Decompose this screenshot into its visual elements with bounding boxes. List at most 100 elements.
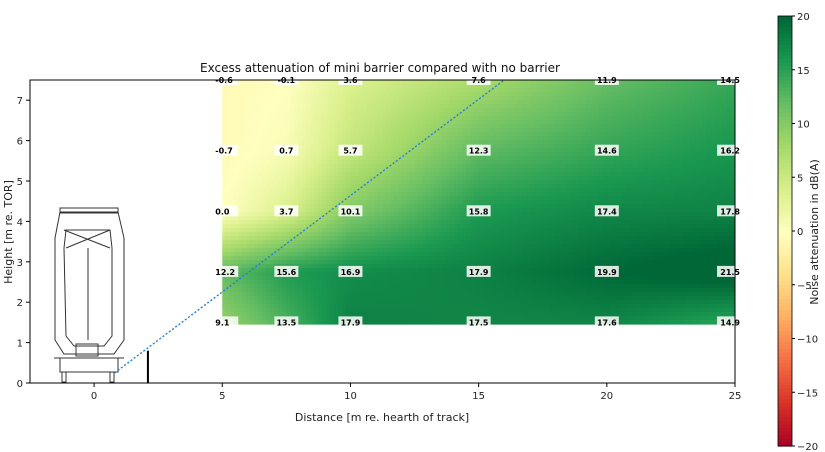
heatmap-cell [502, 144, 507, 149]
heatmap-cell [486, 184, 491, 189]
heatmap-cell [366, 232, 371, 237]
heatmap-cell [318, 244, 323, 249]
heatmap-cell [402, 168, 407, 173]
heatmap-cell [378, 232, 383, 237]
heatmap-cell [470, 184, 475, 189]
heatmap-cell [354, 304, 359, 309]
heatmap-cell [442, 160, 447, 165]
heatmap-cell [506, 168, 511, 173]
heatmap-cell [534, 180, 539, 185]
heatmap-cell [250, 296, 255, 301]
heatmap-cell [458, 144, 463, 149]
heatmap-cell [338, 256, 343, 261]
heatmap-cell [466, 136, 471, 141]
heatmap-cell [278, 176, 283, 181]
heatmap-cell [438, 224, 443, 229]
heatmap-cell [490, 144, 495, 149]
heatmap-cell [418, 128, 423, 133]
heatmap-cell [390, 156, 395, 161]
heatmap-cell [314, 212, 319, 217]
heatmap-cell [542, 84, 547, 89]
heatmap-cell [350, 140, 355, 145]
heatmap-cell [310, 320, 315, 325]
heatmap-cell [350, 108, 355, 113]
heatmap-cell [354, 128, 359, 133]
heatmap-cell [330, 184, 335, 189]
heatmap-cell [234, 304, 239, 309]
heatmap-cell [506, 160, 511, 165]
heatmap-cell [478, 92, 483, 97]
heatmap-cell [542, 288, 547, 293]
heatmap-cell [534, 248, 539, 253]
heatmap-cell [426, 228, 431, 233]
heatmap-cell [354, 192, 359, 197]
heatmap-cell [434, 304, 439, 309]
heatmap-cell [306, 292, 311, 297]
heatmap-cell [446, 164, 451, 169]
heatmap-cell [414, 252, 419, 257]
heatmap-cell [226, 228, 231, 233]
heatmap-cell [514, 176, 519, 181]
heatmap-cell [530, 104, 535, 109]
heatmap-cell [254, 160, 259, 165]
heatmap-cell [386, 152, 391, 157]
heatmap-cell [458, 140, 463, 145]
heatmap-cell [390, 260, 395, 265]
heatmap-cell [442, 220, 447, 225]
heatmap-cell [326, 288, 331, 293]
heatmap-cell [450, 192, 455, 197]
heatmap-cell [414, 96, 419, 101]
heatmap-cell [394, 164, 399, 169]
heatmap-cell [278, 284, 283, 289]
heatmap-cell [494, 144, 499, 149]
heatmap-cell [426, 168, 431, 173]
heatmap-cell [406, 128, 411, 133]
heatmap-cell [298, 288, 303, 293]
heatmap-cell [242, 288, 247, 293]
heatmap-cell [342, 180, 347, 185]
heatmap-cell [290, 168, 295, 173]
heatmap-cell [338, 228, 343, 233]
heatmap-cell [542, 184, 547, 189]
heatmap-cell [490, 172, 495, 177]
heatmap-cell [446, 232, 451, 237]
heatmap-cell [250, 200, 255, 205]
heatmap-cell [450, 216, 455, 221]
heatmap-cell [266, 236, 271, 241]
heatmap-cell [358, 124, 363, 129]
heatmap-cell [354, 308, 359, 313]
heatmap-cell [406, 296, 411, 301]
heatmap-cell [530, 252, 535, 257]
heatmap-cell [522, 284, 527, 289]
heatmap-cell [398, 212, 403, 217]
heatmap-cell [454, 316, 459, 321]
heatmap-cell [342, 116, 347, 121]
heatmap-cell [314, 240, 319, 245]
heatmap-cell [506, 108, 511, 113]
heatmap-cell [470, 136, 475, 141]
heatmap-cell [334, 260, 339, 265]
heatmap-cell [514, 100, 519, 105]
heatmap-cell [430, 144, 435, 149]
heatmap-cell [382, 188, 387, 193]
heatmap-cell [422, 124, 427, 129]
heatmap-cell [298, 300, 303, 305]
heatmap-cell [222, 192, 227, 197]
heatmap-cell [366, 104, 371, 109]
heatmap-cell [358, 136, 363, 141]
heatmap-cell [518, 280, 523, 285]
heatmap-cell [434, 172, 439, 177]
heatmap-cell [354, 100, 359, 105]
heatmap-cell [378, 268, 383, 273]
heatmap-cell [518, 124, 523, 129]
heatmap-cell [518, 92, 523, 97]
heatmap-cell [266, 148, 271, 153]
heatmap-cell [442, 240, 447, 245]
heatmap-cell [414, 292, 419, 297]
heatmap-cell [250, 196, 255, 201]
heatmap-cell [422, 316, 427, 321]
heatmap-cell [282, 304, 287, 309]
heatmap-cell [234, 200, 239, 205]
heatmap-cell [254, 236, 259, 241]
heatmap-cell [526, 144, 531, 149]
